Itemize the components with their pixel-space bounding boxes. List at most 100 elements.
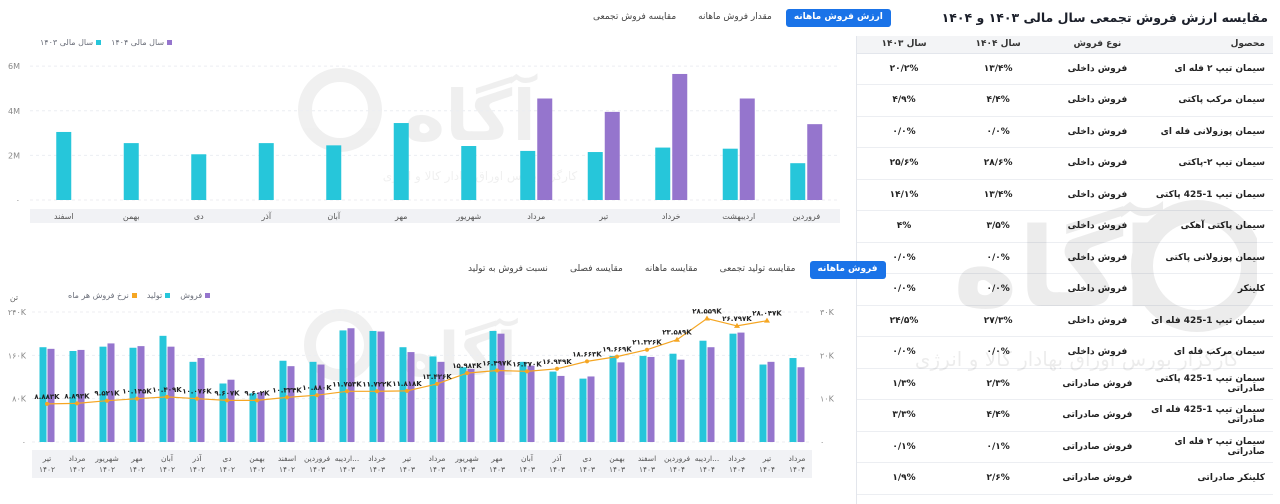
bar-1403[interactable] [191, 154, 207, 200]
bar-sales[interactable] [227, 379, 235, 442]
rate-point[interactable] [375, 389, 379, 394]
bar-production[interactable] [669, 353, 677, 442]
bar-sales[interactable] [617, 362, 625, 442]
table-row[interactable]: سیمان تیپ ۲ فله ای صادراتی فروش صادراتی ۰/… [857, 431, 1273, 463]
tab-seasonal-comparison[interactable]: مقایسه فصلی [569, 264, 623, 274]
bar-sales[interactable] [647, 356, 655, 442]
tab-sales-to-production[interactable]: نسبت فروش به تولید [468, 264, 548, 274]
rate-point[interactable] [704, 315, 710, 321]
bar-1403[interactable] [56, 131, 72, 200]
bar-production[interactable] [249, 393, 257, 442]
tab-cumulative-sales[interactable]: مقایسه فروش تجمعی [593, 12, 677, 22]
legend-item-sales[interactable]: فروش [180, 291, 211, 300]
bar-production[interactable] [459, 367, 467, 442]
bar-sales[interactable] [437, 361, 445, 442]
rate-point[interactable] [615, 354, 619, 359]
rate-point[interactable] [285, 395, 289, 400]
rate-point[interactable] [345, 389, 349, 394]
rate-point[interactable] [674, 336, 680, 342]
bar-production[interactable] [729, 333, 737, 442]
table-row[interactable]: سیمان مرکب فله ای فروش داخلی ۰/۰% ۰/۰% [857, 336, 1273, 369]
rate-point[interactable] [734, 322, 740, 328]
rate-point[interactable] [555, 366, 559, 371]
bar-production[interactable] [129, 347, 137, 442]
rate-point[interactable] [645, 347, 649, 352]
bar-sales[interactable] [527, 365, 535, 442]
bar-1404[interactable] [604, 111, 620, 200]
bar-production[interactable] [639, 355, 647, 442]
rate-point[interactable] [585, 359, 589, 364]
bar-1403[interactable] [587, 152, 603, 200]
table-row[interactable]: سیمان پاکتی آهکی فروش داخلی ۳/۵% ۴% [857, 210, 1273, 243]
bar-1404[interactable] [739, 98, 755, 201]
bar-production[interactable] [309, 361, 317, 442]
bar-production[interactable] [159, 335, 167, 442]
rate-point[interactable] [45, 401, 49, 406]
bar-1403[interactable] [655, 147, 671, 200]
bar-production[interactable] [519, 361, 527, 442]
bar-production[interactable] [69, 351, 77, 442]
table-row[interactable]: سیمان تیپ 1-425 فله ای فروش داخلی ۲۷/۳% ۲۴/… [857, 305, 1273, 337]
bar-sales[interactable] [377, 331, 385, 443]
bar-sales[interactable] [197, 358, 205, 442]
bar-1403[interactable] [393, 123, 409, 200]
bar-1403[interactable] [790, 163, 806, 200]
table-row[interactable]: سیمان تیپ ۲-پاکتی فروش داخلی ۲۸/۶% ۲۵/۶% [857, 147, 1273, 180]
rate-point[interactable] [135, 396, 139, 401]
legend-item-production[interactable]: تولید [147, 291, 171, 300]
bar-sales[interactable] [407, 352, 415, 442]
bar-sales[interactable] [707, 347, 715, 442]
bar-1403[interactable] [258, 143, 274, 200]
bar-production[interactable] [279, 360, 287, 442]
bar-sales[interactable] [497, 333, 505, 442]
rate-point[interactable] [195, 396, 199, 401]
bar-production[interactable] [99, 346, 107, 442]
rate-point[interactable] [255, 398, 259, 403]
bar-production[interactable] [429, 356, 437, 442]
table-row[interactable]: سیمان تیپ ۲ فله ای فروش داخلی ۱۳/۴% ۲۰/۲% [857, 53, 1273, 85]
tab-monthly-sales[interactable]: فروش ماهانه [809, 261, 886, 279]
rate-point[interactable] [764, 317, 770, 323]
rate-point[interactable] [165, 394, 169, 399]
table-row[interactable]: سیمان پوزولانی پاکتی فروش داخلی ۰/۰% ۰/۰% [857, 242, 1273, 274]
bar-1404[interactable] [672, 73, 688, 200]
table-row[interactable]: سیمان تیپ 1-425 پاکتی صادراتی فروش صادرات… [857, 368, 1273, 400]
bar-production[interactable] [189, 361, 197, 442]
bar-sales[interactable] [47, 348, 55, 442]
bar-production[interactable] [699, 340, 707, 442]
bar-sales[interactable] [77, 349, 85, 442]
tab-monthly-sales-value[interactable]: ارزش فروش ماهانه [785, 9, 891, 27]
column-header[interactable]: محصول [1149, 36, 1273, 54]
legend-item-1404[interactable]: سال مالی ۱۴۰۴ [111, 38, 173, 47]
bar-production[interactable] [219, 383, 227, 443]
rate-point[interactable] [225, 398, 229, 403]
bar-1403[interactable] [722, 148, 738, 200]
rate-point[interactable] [435, 381, 439, 386]
bar-1403[interactable] [520, 150, 536, 200]
bar-sales[interactable] [107, 343, 115, 442]
legend-item-1403[interactable]: سال مالی ۱۴۰۳ [40, 38, 102, 47]
bar-sales[interactable] [557, 375, 565, 442]
bar-sales[interactable] [347, 328, 355, 442]
bar-sales[interactable] [137, 346, 145, 442]
bar-sales[interactable] [287, 366, 295, 442]
column-header[interactable]: نوع فروش [1045, 36, 1150, 54]
bar-sales[interactable] [797, 367, 805, 442]
bar-production[interactable] [339, 330, 347, 442]
bar-sales[interactable] [467, 368, 475, 442]
bar-production[interactable] [609, 355, 617, 442]
bar-sales[interactable] [737, 332, 745, 442]
bar-sales[interactable] [317, 364, 325, 442]
bar-sales[interactable] [677, 359, 685, 442]
tab-cumulative-production[interactable]: مقایسه تولید تجمعی [719, 264, 796, 274]
bar-1403[interactable] [461, 146, 477, 200]
bar-production[interactable] [579, 378, 587, 442]
rate-point[interactable] [105, 398, 109, 403]
bar-sales[interactable] [167, 346, 175, 442]
bar-1403[interactable] [123, 143, 139, 200]
table-row[interactable]: سیمان مرکب پاکتی فروش داخلی ۴/۴% ۴/۹% [857, 84, 1273, 117]
tab-monthly-sales-quantity[interactable]: مقدار فروش ماهانه [698, 12, 772, 22]
bar-production[interactable] [549, 371, 557, 442]
bar-production[interactable] [789, 358, 797, 442]
rate-point[interactable] [405, 388, 409, 393]
